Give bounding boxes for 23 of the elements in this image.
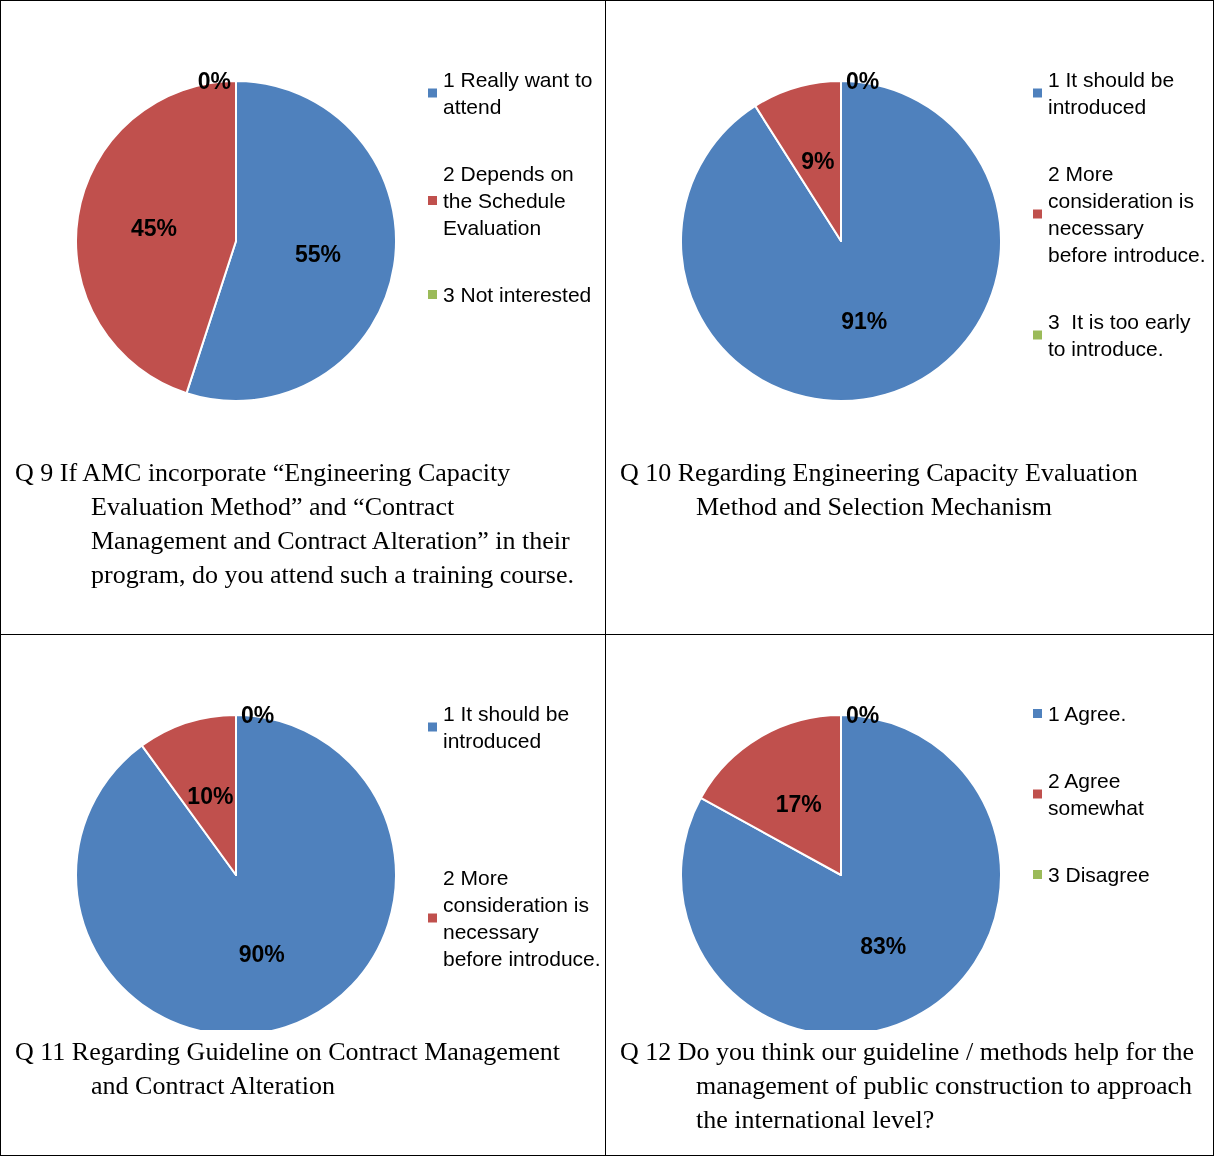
legend-label: 1 It should be introduced xyxy=(1048,68,1180,118)
data-label: 90% xyxy=(238,940,285,967)
data-label: 55% xyxy=(294,240,341,267)
data-label: 9% xyxy=(801,148,835,175)
legend-label: 3 Not interested xyxy=(443,283,592,306)
text: Q 10 Regarding Engineering Capacity Evaluation Method and Selection Mechanism xyxy=(620,457,1139,523)
legend-label: 2 More consideration is necessary before introduce. xyxy=(443,866,601,970)
data-label: 83% xyxy=(860,933,907,960)
legend-label: 1 Agree. xyxy=(1048,702,1127,725)
legend-label: 2 Agree somewhat xyxy=(1048,769,1144,819)
legend-label: 3 It is too early to introduce. xyxy=(1048,310,1197,360)
data-label: 17% xyxy=(775,790,822,817)
data-label: 91% xyxy=(841,307,888,334)
text: Q 9 If AMC incorporate “Engineering Capacity Evaluation Method” and “Contract Management and Contract Alteration” in their program, do you attend such a training course. xyxy=(15,457,576,591)
data-label: 45% xyxy=(131,215,178,242)
legend-label: 3 Disagree xyxy=(1048,863,1150,886)
data-label: 10% xyxy=(187,783,234,810)
legend-label: 2 Depends on the Schedule Evaluation xyxy=(443,162,580,239)
text: Q 11 Regarding Guideline on Contract Management and Contract Alteration xyxy=(15,1036,561,1102)
legend-label: 1 It should be introduced xyxy=(443,702,575,752)
text: Q 12 Do you think our guideline / methods help for the management of public construction to approach the international level? xyxy=(620,1036,1196,1136)
legend-label: 1 Really want to attend xyxy=(443,68,599,118)
legend-label: 2 More consideration is necessary before introduce. xyxy=(1048,162,1206,266)
